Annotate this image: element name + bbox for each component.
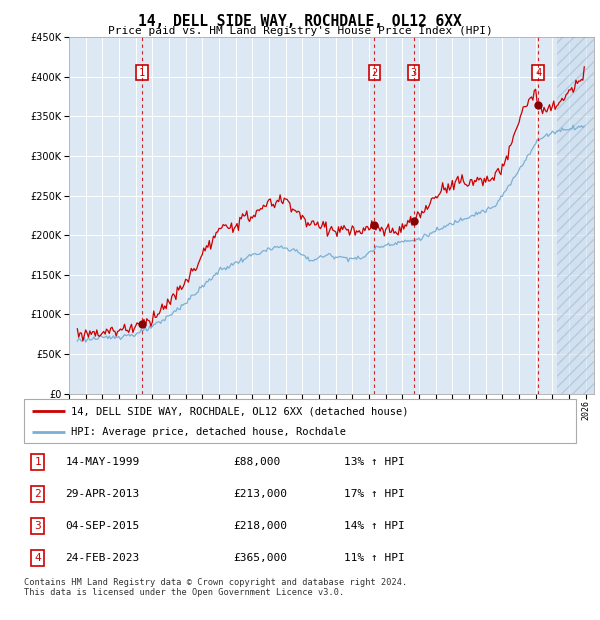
Bar	[557, 37, 594, 394]
Text: 1: 1	[34, 458, 41, 467]
Text: 3: 3	[34, 521, 41, 531]
Text: 14, DELL SIDE WAY, ROCHDALE, OL12 6XX: 14, DELL SIDE WAY, ROCHDALE, OL12 6XX	[138, 14, 462, 29]
Text: 2: 2	[34, 489, 41, 499]
Text: 17% ↑ HPI: 17% ↑ HPI	[344, 489, 405, 499]
Text: 14-MAY-1999: 14-MAY-1999	[65, 458, 140, 467]
Text: 4: 4	[34, 552, 41, 562]
Text: 3: 3	[410, 68, 416, 78]
Text: £218,000: £218,000	[234, 521, 288, 531]
Text: 11% ↑ HPI: 11% ↑ HPI	[344, 552, 405, 562]
Text: HPI: Average price, detached house, Rochdale: HPI: Average price, detached house, Roch…	[71, 427, 346, 437]
Text: Price paid vs. HM Land Registry's House Price Index (HPI): Price paid vs. HM Land Registry's House …	[107, 26, 493, 36]
Bar	[557, 37, 594, 394]
Text: £213,000: £213,000	[234, 489, 288, 499]
Text: 14, DELL SIDE WAY, ROCHDALE, OL12 6XX (detached house): 14, DELL SIDE WAY, ROCHDALE, OL12 6XX (d…	[71, 406, 409, 416]
Text: Contains HM Land Registry data © Crown copyright and database right 2024.
This d: Contains HM Land Registry data © Crown c…	[24, 578, 407, 597]
Text: 2: 2	[371, 68, 377, 78]
Text: £365,000: £365,000	[234, 552, 288, 562]
Text: £88,000: £88,000	[234, 458, 281, 467]
Text: 4: 4	[535, 68, 541, 78]
Text: 29-APR-2013: 29-APR-2013	[65, 489, 140, 499]
Text: 14% ↑ HPI: 14% ↑ HPI	[344, 521, 405, 531]
Text: 24-FEB-2023: 24-FEB-2023	[65, 552, 140, 562]
Text: 1: 1	[139, 68, 145, 78]
Text: 13% ↑ HPI: 13% ↑ HPI	[344, 458, 405, 467]
Text: 04-SEP-2015: 04-SEP-2015	[65, 521, 140, 531]
